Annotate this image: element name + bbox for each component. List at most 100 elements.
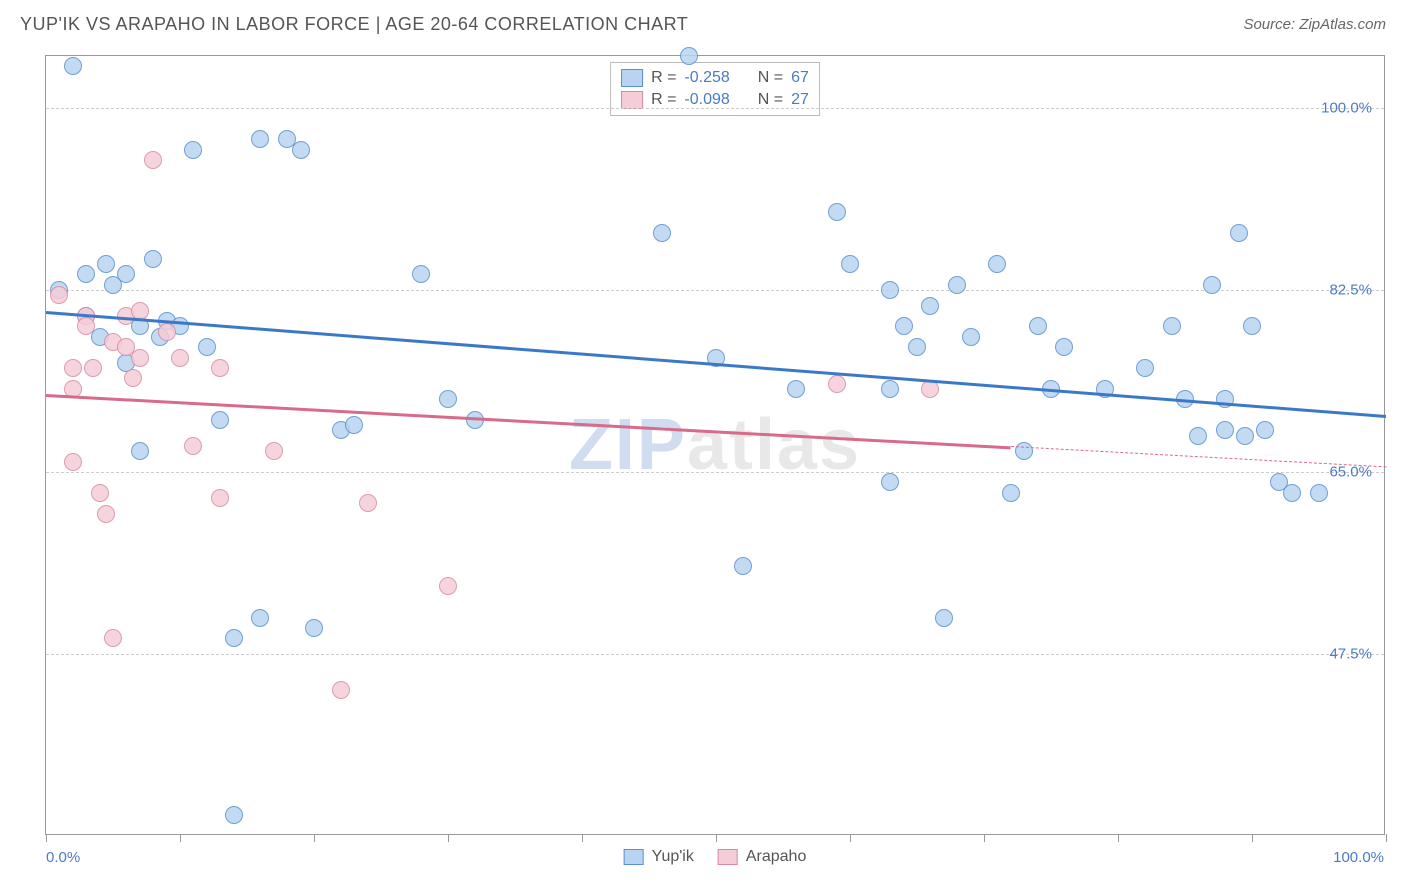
scatter-point [251,609,269,627]
legend-item: Arapaho [718,848,807,866]
scatter-point [1055,338,1073,356]
x-tick [1386,834,1387,842]
grid-line [46,472,1384,473]
trend-line [46,311,1386,417]
scatter-point [962,328,980,346]
scatter-point [84,359,102,377]
chart-header: YUP'IK VS ARAPAHO IN LABOR FORCE | AGE 2… [0,0,1406,43]
scatter-point [734,557,752,575]
scatter-point [1136,359,1154,377]
x-tick [448,834,449,842]
scatter-point [77,317,95,335]
scatter-point [412,265,430,283]
scatter-point [211,411,229,429]
scatter-point [841,255,859,273]
scatter-point [104,629,122,647]
scatter-point [131,442,149,460]
stats-n-value: 67 [791,69,809,87]
scatter-point [144,151,162,169]
scatter-point [97,505,115,523]
scatter-point [77,265,95,283]
scatter-point [881,281,899,299]
scatter-point [359,494,377,512]
legend-item: Yup'ik [624,848,694,866]
grid-line [46,654,1384,655]
chart-plot-area: ZIPatlas R =-0.258N =67R =-0.098N =27 Yu… [45,55,1385,835]
stats-r-value: -0.258 [684,69,729,87]
x-tick [1252,834,1253,842]
y-tick-label: 100.0% [1321,100,1372,117]
grid-line [46,290,1384,291]
scatter-point [1029,317,1047,335]
scatter-point [211,359,229,377]
y-tick-label: 82.5% [1329,282,1372,299]
scatter-point [292,141,310,159]
scatter-point [1283,484,1301,502]
scatter-point [117,265,135,283]
scatter-point [908,338,926,356]
watermark: ZIPatlas [569,404,861,486]
scatter-point [1230,224,1248,242]
scatter-point [1256,421,1274,439]
scatter-point [948,276,966,294]
scatter-point [64,57,82,75]
scatter-point [988,255,1006,273]
legend-swatch [718,849,738,865]
scatter-point [91,484,109,502]
scatter-point [1002,484,1020,502]
scatter-point [439,577,457,595]
chart-legend: Yup'ik Arapaho [624,848,807,866]
scatter-point [184,437,202,455]
legend-label: Yup'ik [652,848,694,866]
stats-row: R =-0.258N =67 [621,67,809,89]
scatter-point [251,130,269,148]
scatter-point [97,255,115,273]
scatter-point [184,141,202,159]
scatter-point [653,224,671,242]
stats-n-label: N = [758,91,783,109]
scatter-point [131,349,149,367]
scatter-point [1203,276,1221,294]
scatter-point [439,390,457,408]
scatter-point [828,375,846,393]
x-tick [716,834,717,842]
stats-swatch [621,91,643,109]
chart-container: YUP'IK VS ARAPAHO IN LABOR FORCE | AGE 2… [0,0,1406,892]
scatter-point [64,359,82,377]
scatter-point [144,250,162,268]
x-tick-label: 0.0% [46,849,80,866]
scatter-point [124,369,142,387]
grid-line [46,108,1384,109]
scatter-point [935,609,953,627]
scatter-point [881,473,899,491]
scatter-point [265,442,283,460]
stats-n-value: 27 [791,91,809,109]
legend-swatch [624,849,644,865]
x-tick [582,834,583,842]
scatter-point [1236,427,1254,445]
scatter-point [64,453,82,471]
scatter-point [158,323,176,341]
stats-swatch [621,69,643,87]
scatter-point [1243,317,1261,335]
scatter-point [1163,317,1181,335]
stats-r-label: R = [651,69,676,87]
x-tick [314,834,315,842]
scatter-point [225,806,243,824]
scatter-point [1310,484,1328,502]
scatter-point [895,317,913,335]
scatter-point [171,349,189,367]
scatter-point [1189,427,1207,445]
scatter-point [828,203,846,221]
chart-title: YUP'IK VS ARAPAHO IN LABOR FORCE | AGE 2… [20,14,688,35]
scatter-point [921,297,939,315]
scatter-point [787,380,805,398]
scatter-point [881,380,899,398]
x-tick [46,834,47,842]
x-tick [850,834,851,842]
y-tick-label: 47.5% [1329,646,1372,663]
scatter-point [198,338,216,356]
x-tick [180,834,181,842]
scatter-point [305,619,323,637]
scatter-point [680,47,698,65]
